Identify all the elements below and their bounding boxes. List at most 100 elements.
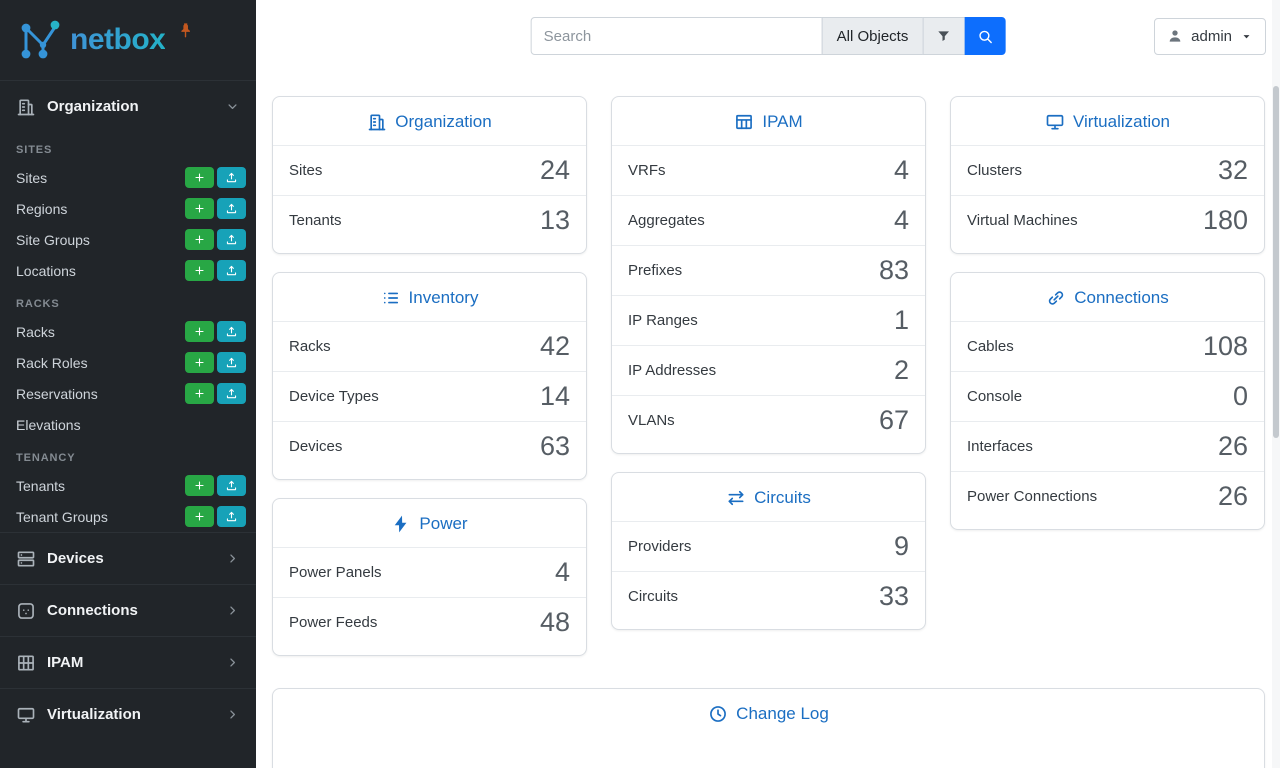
logo[interactable]: netbox <box>0 0 256 80</box>
card-title-circuits[interactable]: Circuits <box>612 473 925 521</box>
stat-row-power-feeds[interactable]: Power Feeds 48 <box>273 597 586 647</box>
pin-icon[interactable] <box>177 22 194 39</box>
stat-label: VLANs <box>628 412 675 429</box>
filter-button[interactable] <box>922 17 966 55</box>
add-sites-button[interactable] <box>185 167 214 188</box>
transfer-icon <box>726 488 746 508</box>
sidebar-item-tenant-groups[interactable]: Tenant Groups <box>0 501 256 532</box>
sidebar-item-site-groups[interactable]: Site Groups <box>0 224 256 255</box>
quick-buttons <box>185 383 246 404</box>
add-reservations-button[interactable] <box>185 383 214 404</box>
stat-row-prefixes[interactable]: Prefixes 83 <box>612 245 925 295</box>
import-tenant-groups-button[interactable] <box>217 506 246 527</box>
sidebar-item-tenants[interactable]: Tenants <box>0 470 256 501</box>
stat-row-power-connections[interactable]: Power Connections 26 <box>951 471 1264 521</box>
stat-row-devices[interactable]: Devices 63 <box>273 421 586 471</box>
sidebar-item-reservations[interactable]: Reservations <box>0 378 256 409</box>
card-title-text: Circuits <box>754 488 811 507</box>
stat-value: 67 <box>878 405 909 435</box>
scrollbar[interactable] <box>1272 0 1280 768</box>
stat-row-sites[interactable]: Sites 24 <box>273 145 586 195</box>
sidebar-item-rack-roles[interactable]: Rack Roles <box>0 347 256 378</box>
sidebar-section-devices[interactable]: Devices <box>0 532 256 584</box>
sidebar-item-sites[interactable]: Sites <box>0 162 256 193</box>
card-inventory: Inventory Racks 42 Device Types 14 Devices 63 <box>272 272 587 480</box>
import-sites-button[interactable] <box>217 167 246 188</box>
stat-row-providers[interactable]: Providers 9 <box>612 521 925 571</box>
sidebar-item-regions[interactable]: Regions <box>0 193 256 224</box>
add-site-groups-button[interactable] <box>185 229 214 250</box>
add-regions-button[interactable] <box>185 198 214 219</box>
import-site-groups-button[interactable] <box>217 229 246 250</box>
item-label: Site Groups <box>16 231 90 248</box>
building-icon <box>16 97 36 117</box>
add-racks-button[interactable] <box>185 321 214 342</box>
stat-label: Racks <box>289 338 331 355</box>
stat-row-racks[interactable]: Racks 42 <box>273 321 586 371</box>
add-tenants-button[interactable] <box>185 475 214 496</box>
changelog-header[interactable]: Change Log <box>273 689 1264 737</box>
main: All Objects admin Organization Sites24Ten… <box>256 0 1280 768</box>
sidebar: netbox Organization SITES Sites Regions Site… <box>0 0 256 768</box>
sidebar-section-virtualization[interactable]: Virtualization <box>0 688 256 740</box>
card-title-connections[interactable]: Connections <box>951 273 1264 321</box>
stat-row-power-panels[interactable]: Power Panels 4 <box>273 547 586 597</box>
item-label: Locations <box>16 262 76 279</box>
section-label: Devices <box>47 550 104 567</box>
add-rack-roles-button[interactable] <box>185 352 214 373</box>
sidebar-section-ipam[interactable]: IPAM <box>0 636 256 688</box>
chevron-right-icon <box>225 603 240 618</box>
object-type-button[interactable]: All Objects <box>821 17 924 55</box>
card-title-text: Inventory <box>408 288 479 307</box>
import-reservations-button[interactable] <box>217 383 246 404</box>
stat-row-clusters[interactable]: Clusters 32 <box>951 145 1264 195</box>
stat-value: 4 <box>893 205 909 235</box>
card-title-ipam[interactable]: IPAM <box>612 97 925 145</box>
add-tenant-groups-button[interactable] <box>185 506 214 527</box>
stat-row-interfaces[interactable]: Interfaces 26 <box>951 421 1264 471</box>
stat-row-tenants[interactable]: Tenants 13 <box>273 195 586 245</box>
quick-buttons <box>185 506 246 527</box>
import-tenants-button[interactable] <box>217 475 246 496</box>
sidebar-item-racks[interactable]: Racks <box>0 316 256 347</box>
card-title-text: Connections <box>1074 288 1169 307</box>
user-menu-button[interactable]: admin <box>1154 17 1266 55</box>
section-label: Organization <box>47 98 139 115</box>
stat-row-console[interactable]: Console 0 <box>951 371 1264 421</box>
scrollbar-thumb[interactable] <box>1273 86 1279 438</box>
stat-row-aggregates[interactable]: Aggregates 4 <box>612 195 925 245</box>
search-input[interactable] <box>530 17 823 55</box>
stat-row-ip-ranges[interactable]: IP Ranges 1 <box>612 295 925 345</box>
import-locations-button[interactable] <box>217 260 246 281</box>
sidebar-section-organization[interactable]: Organization <box>0 80 256 132</box>
dashboard-column: Organization Sites 24 Tenants 13 Inventory Rac… <box>272 96 587 656</box>
card-title-virtualization[interactable]: Virtualization <box>951 97 1264 145</box>
stat-row-vlans[interactable]: VLANs 67 <box>612 395 925 445</box>
card-title-text: Organization <box>395 112 492 131</box>
sidebar-section-connections[interactable]: Connections <box>0 584 256 636</box>
item-label: Regions <box>16 200 68 217</box>
plus-icon <box>193 233 206 246</box>
netbox-logo-icon <box>14 14 66 66</box>
card-title-inventory[interactable]: Inventory <box>273 273 586 321</box>
import-regions-button[interactable] <box>217 198 246 219</box>
changelog-title: Change Log <box>736 704 829 723</box>
search-submit-button[interactable] <box>964 17 1006 55</box>
card-title-organization[interactable]: Organization <box>273 97 586 145</box>
sidebar-item-elevations[interactable]: Elevations <box>0 409 256 440</box>
chevron-right-icon <box>225 707 240 722</box>
import-rack-roles-button[interactable] <box>217 352 246 373</box>
import-racks-button[interactable] <box>217 321 246 342</box>
stat-row-vrfs[interactable]: VRFs 4 <box>612 145 925 195</box>
add-locations-button[interactable] <box>185 260 214 281</box>
stat-row-cables[interactable]: Cables 108 <box>951 321 1264 371</box>
upload-icon <box>225 356 238 369</box>
stat-row-device-types[interactable]: Device Types 14 <box>273 371 586 421</box>
item-label: Sites <box>16 169 48 186</box>
sidebar-item-locations[interactable]: Locations <box>0 255 256 286</box>
card-title-power[interactable]: Power <box>273 499 586 547</box>
stat-row-ip-addresses[interactable]: IP Addresses 2 <box>612 345 925 395</box>
stat-row-virtual-machines[interactable]: Virtual Machines 180 <box>951 195 1264 245</box>
stat-row-circuits[interactable]: Circuits 33 <box>612 571 925 621</box>
stat-label: Devices <box>289 438 343 455</box>
